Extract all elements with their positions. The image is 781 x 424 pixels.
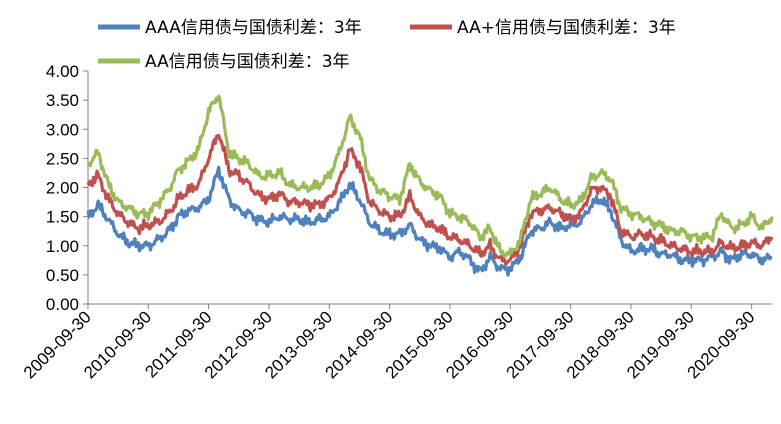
series-line-aa (86, 94, 774, 258)
y-tick-label: 1.00 (46, 237, 79, 256)
legend-label-aaa: AAA信用债与国债利差：3年 (145, 18, 362, 38)
y-tick-label: 3.50 (46, 91, 79, 110)
legend-item-aaa: AAA信用债与国债利差：3年 (98, 18, 362, 38)
y-tick-label: 0.00 (46, 295, 79, 314)
y-tick-label: 2.50 (46, 149, 79, 168)
legend-label-aa: AA信用债与国债利差：3年 (145, 52, 350, 72)
y-tick-label: 1.50 (46, 208, 79, 227)
legend-label-aa-plus: AA+信用债与国债利差：3年 (457, 18, 676, 38)
y-tick-label: 4.00 (46, 62, 79, 81)
legend: AAA信用债与国债利差：3年 AA+信用债与国债利差：3年 AA信用债与国债利差… (98, 18, 676, 72)
y-tick-label: 3.00 (46, 120, 79, 139)
y-tick-label: 0.50 (46, 266, 79, 285)
y-tick-label: 2.00 (46, 179, 79, 198)
series-line-aaa (86, 165, 773, 277)
series-layer (86, 94, 774, 277)
legend-item-aa: AA信用债与国债利差：3年 (98, 52, 350, 72)
series-line-aa-plus (86, 133, 774, 266)
legend-item-aa-plus: AA+信用债与国债利差：3年 (410, 18, 676, 38)
